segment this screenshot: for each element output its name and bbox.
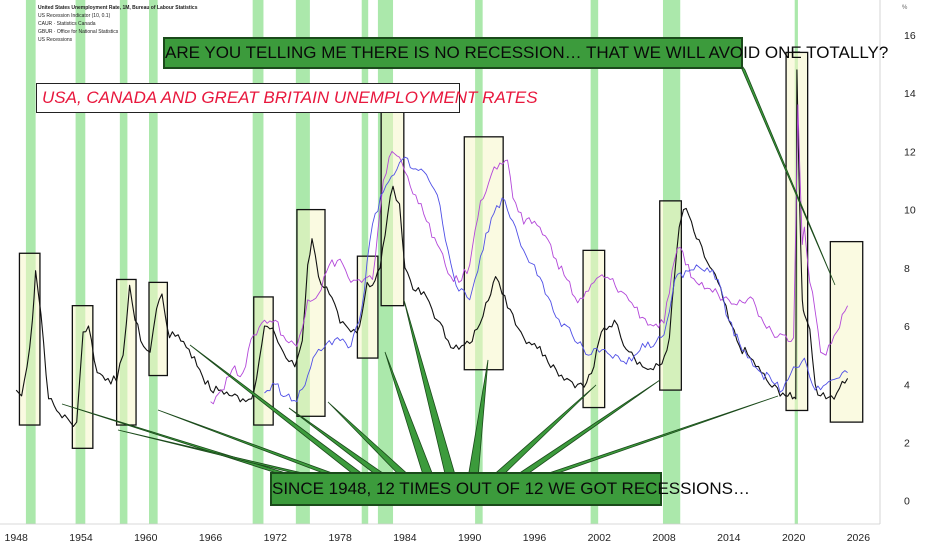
recession-band-2 — [119, 0, 128, 524]
highlight-box-7 — [380, 107, 405, 307]
series-line-0 — [15, 69, 849, 427]
legend-entry-canada: CAUR · Statistics Canada — [38, 21, 96, 27]
highlight-box-3 — [148, 281, 169, 377]
y-tick-label: 4 — [904, 379, 910, 391]
pointer-bottom-1 — [117, 429, 325, 479]
highlight-box-1 — [71, 305, 94, 449]
callout-pointers — [61, 59, 836, 479]
x-tick-label: 1954 — [69, 532, 93, 544]
legend-entry-us-recessions: US Recessions — [38, 37, 73, 43]
highlight-box-10 — [659, 200, 682, 391]
x-tick-label: 2026 — [847, 532, 871, 544]
recession-bands — [25, 0, 798, 524]
y-tick-label: 8 — [904, 263, 910, 275]
recession-band-4 — [252, 0, 264, 524]
x-tick-label: 2020 — [782, 532, 806, 544]
x-tick-label: 1984 — [393, 532, 417, 544]
series-line-1 — [210, 104, 849, 405]
y-tick-label: 0 — [904, 496, 910, 508]
pointer-bottom-7 — [403, 299, 457, 479]
y-tick-label: 10 — [904, 205, 916, 217]
series-lines — [15, 69, 849, 427]
highlight-box-5 — [296, 208, 326, 417]
highlight-box-2 — [115, 278, 137, 426]
callout-top: ARE YOU TELLING ME THERE IS NO RECESSION… — [163, 37, 888, 69]
recession-band-1 — [75, 0, 86, 524]
x-tick-label: 2014 — [717, 532, 741, 544]
y-tick-label: 2 — [904, 437, 910, 449]
percent-unit-label: % — [902, 5, 908, 11]
highlight-box-12 — [829, 240, 864, 423]
legend-entry-recession-indicator: US Recession Indicator (10, 0.1) — [38, 13, 111, 19]
y-tick-label: 16 — [904, 30, 916, 42]
x-tick-label: 1996 — [523, 532, 547, 544]
x-tick-label: 2008 — [652, 532, 676, 544]
series-line-2 — [264, 156, 848, 403]
legend-entry-us: United States Unemployment Rate, 1M, Bur… — [38, 5, 198, 11]
y-tick-label: 14 — [904, 88, 916, 100]
legend-entry-uk: GBUR · Office for National Statistics — [38, 29, 119, 35]
chart-title-box: USA, CANADA AND GREAT BRITAIN UNEMPLOYME… — [36, 83, 538, 113]
highlight-box-8 — [463, 136, 504, 371]
x-tick-label: 1948 — [5, 532, 29, 544]
x-tick-label: 2002 — [588, 532, 612, 544]
x-tick-label: 1972 — [264, 532, 288, 544]
pointer-bottom-3 — [189, 344, 370, 479]
x-tick-label: 1990 — [458, 532, 482, 544]
legend: United States Unemployment Rate, 1M, Bur… — [38, 4, 197, 44]
recession-band-3 — [149, 0, 158, 524]
x-tick-label: 1960 — [134, 532, 158, 544]
axis-ticks: 1948 1954 1960 1966 1972 1978 1984 1990 1996 2002… — [5, 30, 916, 544]
callout-bottom: SINCE 1948, 12 TIMES OUT OF 12 WE GOT RE… — [270, 472, 750, 506]
highlight-box-6 — [356, 255, 379, 359]
x-tick-label: 1978 — [328, 532, 352, 544]
x-tick-label: 1966 — [199, 532, 223, 544]
y-tick-label: 6 — [904, 321, 910, 333]
y-tick-label: 12 — [904, 146, 916, 158]
